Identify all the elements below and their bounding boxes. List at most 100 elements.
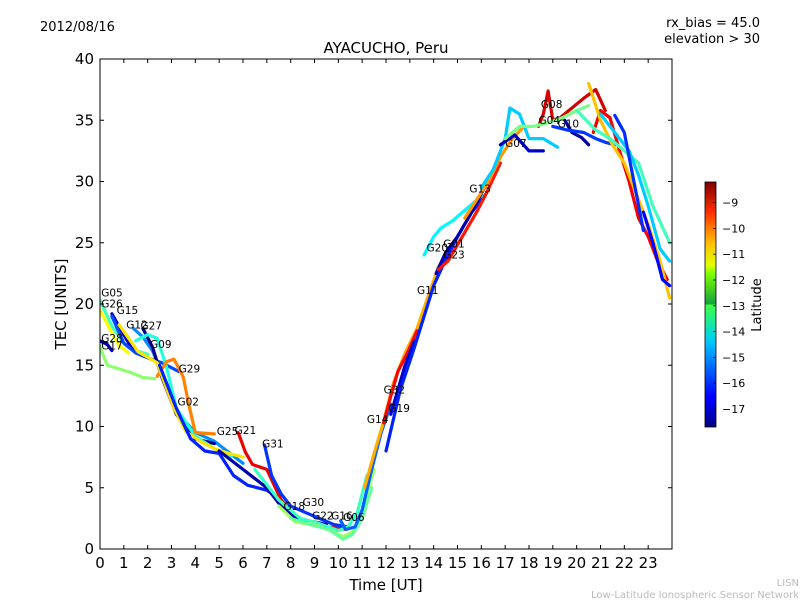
series-line-g10 xyxy=(563,118,591,147)
colorbar-tick-label: −16 xyxy=(722,377,745,390)
satellite-label: G26 xyxy=(101,299,123,311)
x-tick-label: 14 xyxy=(424,554,443,572)
satellite-label: G20 xyxy=(427,242,449,254)
x-tick-label: 3 xyxy=(167,554,177,572)
satellite-label: G16 xyxy=(331,511,353,523)
series-line-g23 xyxy=(436,161,502,272)
series-line-g15c xyxy=(641,210,672,288)
satellite-label: G27 xyxy=(141,321,163,333)
colorbar-tick-label: −12 xyxy=(722,274,745,287)
elevation-label: elevation > 30 xyxy=(664,32,760,47)
colorbar-tick-label: −13 xyxy=(722,300,745,313)
x-tick-label: 23 xyxy=(639,554,658,572)
watermark-abbr: LISN xyxy=(777,578,799,589)
chart-title: AYACUCHO, Peru xyxy=(323,39,448,57)
y-axis: 0 5 10 15 20 25 30 35 40 xyxy=(75,50,672,558)
series-line-g25 xyxy=(158,363,283,502)
x-tick-label: 1 xyxy=(119,554,129,572)
x-tick-label: 10 xyxy=(329,554,348,572)
colorbar: −9 −10 −11 −12 −13 −14 −15 −16 −17 xyxy=(704,181,745,428)
satellite-label: G07 xyxy=(505,138,526,150)
x-axis: 0 1 2 3 4 5 6 7 8 9 10 11 12 13 14 15 16 17 18 19 20 21 22 23 xyxy=(95,59,658,572)
satellite-label: G19 xyxy=(388,403,410,415)
colorbar-gradient xyxy=(704,181,717,428)
x-tick-label: 21 xyxy=(591,554,610,572)
series-line-g12b xyxy=(598,112,672,263)
satellite-label: G25 xyxy=(217,426,239,438)
series-line-g32 xyxy=(382,329,419,425)
satellite-label: G28 xyxy=(101,333,123,345)
y-tick-label: 0 xyxy=(84,540,94,558)
satellite-label: G14 xyxy=(367,414,389,426)
series-line-g31 xyxy=(262,443,350,529)
satellite-label: G09 xyxy=(150,339,172,351)
satellite-label: G05 xyxy=(101,288,123,300)
colorbar-tick-label: −15 xyxy=(722,351,745,364)
satellite-label: G12 xyxy=(126,320,148,332)
satellite-label: G18 xyxy=(284,501,306,513)
series-line-g28 xyxy=(100,339,114,353)
satellite-label: G29 xyxy=(179,364,201,376)
colorbar-tick-label: −9 xyxy=(722,197,738,210)
series-line-g03b xyxy=(575,108,672,245)
satellite-label: G10 xyxy=(558,119,580,131)
x-tick-label: 6 xyxy=(238,554,248,572)
colorbar-tick-label: −14 xyxy=(722,326,745,339)
satellite-label: G11 xyxy=(417,285,439,297)
satellite-label: G06 xyxy=(343,512,365,524)
y-axis-label: TEC [UNITS] xyxy=(52,259,70,351)
satellite-label: G22 xyxy=(312,511,334,523)
x-tick-label: 20 xyxy=(567,554,586,572)
x-tick-label: 8 xyxy=(286,554,296,572)
series-line-g26 xyxy=(100,308,131,355)
series-line-g16b xyxy=(613,113,646,233)
x-tick-label: 11 xyxy=(353,554,372,572)
x-tick-label: 9 xyxy=(310,554,320,572)
series-line-g07b xyxy=(498,133,545,153)
y-tick-label: 20 xyxy=(75,295,94,313)
series-line-g07 xyxy=(479,106,560,190)
series-layer xyxy=(100,81,672,541)
satellite-label: G30 xyxy=(303,497,325,509)
satellite-label: G01 xyxy=(443,239,465,251)
satellite-label: G15 xyxy=(117,305,139,317)
satellite-label: G02 xyxy=(177,397,199,409)
x-tick-label: 15 xyxy=(448,554,467,572)
series-line-g14 xyxy=(362,241,455,490)
satellite-label: G31 xyxy=(262,438,284,450)
satellite-label: G32 xyxy=(384,384,406,396)
x-tick-label: 19 xyxy=(543,554,562,572)
satellite-label: G08 xyxy=(541,99,563,111)
colorbar-tick-label: −11 xyxy=(722,248,745,261)
x-tick-label: 2 xyxy=(143,554,153,572)
satellite-label: G13 xyxy=(469,184,491,196)
x-tick-label: 16 xyxy=(472,554,491,572)
series-line-g30 xyxy=(253,467,369,533)
rx-bias-label: rx_bias = 45.0 xyxy=(666,16,760,31)
x-tick-label: 5 xyxy=(214,554,224,572)
colorbar-tick-label: −17 xyxy=(722,403,745,416)
series-line-g19 xyxy=(389,339,417,416)
y-tick-label: 35 xyxy=(75,111,94,129)
colorbar-tick-label: −10 xyxy=(722,222,745,235)
y-tick-label: 25 xyxy=(75,234,94,252)
x-tick-label: 12 xyxy=(376,554,395,572)
x-tick-label: 13 xyxy=(400,554,419,572)
x-tick-label: 0 xyxy=(95,554,105,572)
x-tick-label: 7 xyxy=(262,554,272,572)
x-tick-label: 22 xyxy=(615,554,634,572)
x-tick-label: 18 xyxy=(519,554,538,572)
x-axis-label: Time [UT] xyxy=(348,576,422,594)
date-label: 2012/08/16 xyxy=(40,20,115,35)
y-tick-label: 15 xyxy=(75,356,94,374)
satellite-label: G23 xyxy=(443,250,465,262)
series-line-g20 xyxy=(422,194,483,257)
y-tick-label: 30 xyxy=(75,173,94,191)
series-line-g15 xyxy=(110,312,138,351)
y-tick-label: 10 xyxy=(75,418,94,436)
x-tick-label: 17 xyxy=(496,554,515,572)
x-tick-label: 4 xyxy=(191,554,201,572)
watermark-full: Low-Latitude Ionospheric Sensor Network xyxy=(591,590,799,600)
